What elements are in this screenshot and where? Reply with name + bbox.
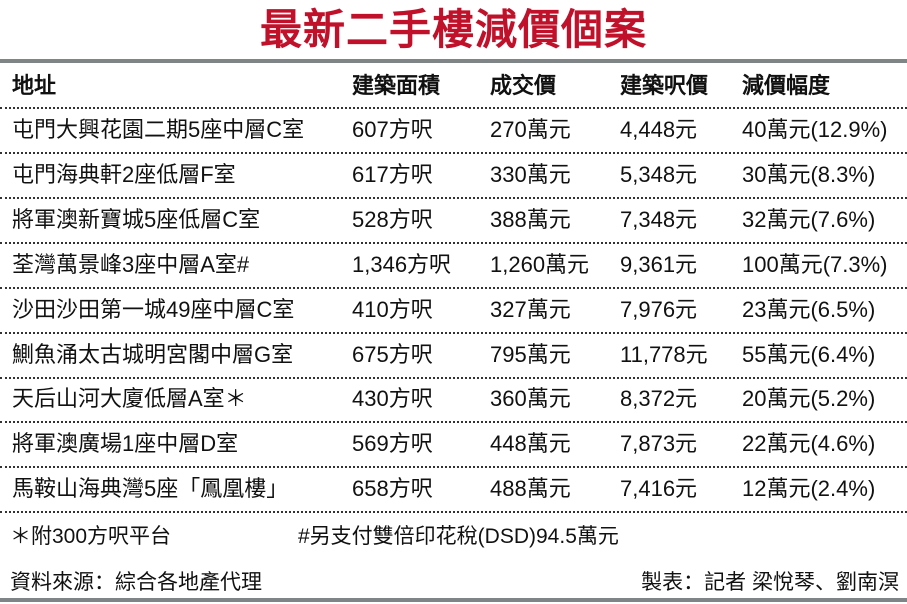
cell-price: 388萬元 [490,206,571,232]
table-row: 馬鞍山海典灣5座「鳳凰樓」 658方呎 488萬元 7,416元 12萬元(2.4%) [0,467,907,511]
cell-area: 617方呎 [352,161,433,187]
cell-price: 1,260萬元 [490,251,590,277]
cell-price: 270萬元 [490,117,571,142]
source-text: 資料來源：綜合各地產代理 [10,571,262,594]
header-cut: 減價幅度 [742,73,831,98]
cell-area: 675方呎 [352,341,433,367]
divider [0,331,907,334]
divider [0,376,907,379]
table-row: 鰂魚涌太古城明宮閣中層G室 675方呎 795萬元 11,778元 55萬元(6.4%) [0,333,907,377]
header-price: 成交價 [490,73,557,98]
cell-price: 488萬元 [490,476,571,502]
cell-address: 沙田沙田第一城49座中層C室 [12,296,295,322]
divider [0,196,907,199]
cell-price: 448萬元 [490,431,571,457]
note-hash: #另支付雙倍印花稅(DSD)94.5萬元 [298,525,619,548]
divider [0,107,907,109]
cell-cut: 30萬元(8.3%) [742,161,876,187]
divider [0,466,907,469]
cell-address: 將軍澳廣場1座中層D室 [12,431,239,457]
cell-area: 528方呎 [352,206,433,232]
cell-price: 360萬元 [490,386,571,412]
credit-text: 製表：記者 梁悅琴、劉南溟 [641,571,899,594]
table-header: 地址 建築面積 成交價 建築呎價 減價幅度 [0,64,907,108]
divider [0,152,907,154]
cell-cut: 100萬元(7.3%) [742,251,888,277]
table-row: 屯門海典軒2座低層F室 617方呎 330萬元 5,348元 30萬元(8.3%) [0,153,907,197]
table-row: 將軍澳廣場1座中層D室 569方呎 448萬元 7,873元 22萬元(4.6%) [0,422,907,466]
cell-unit-price: 9,361元 [620,251,698,277]
header-unit-price: 建築呎價 [620,73,709,98]
bottom-rule [0,598,907,602]
cell-address: 屯門海典軒2座低層F室 [12,161,236,187]
note-star: ＊附300方呎平台 [10,525,172,548]
cell-unit-price: 5,348元 [620,161,698,187]
divider [0,286,907,289]
cell-area: 430方呎 [352,386,433,412]
cell-unit-price: 7,873元 [620,431,698,457]
top-rule [0,59,907,63]
cell-cut: 12萬元(2.4%) [742,476,876,502]
cell-area: 569方呎 [352,431,433,457]
divider [0,511,907,513]
cell-address: 馬鞍山海典灣5座「鳳凰樓」 [12,476,289,502]
cell-price: 327萬元 [490,296,571,322]
table-row: 將軍澳新寶城5座低層C室 528方呎 388萬元 7,348元 32萬元(7.6%) [0,198,907,242]
cell-unit-price: 7,416元 [620,476,698,502]
table-row: 荃灣萬景峰3座中層A室# 1,346方呎 1,260萬元 9,361元 100萬元(7.… [0,243,907,287]
cell-unit-price: 7,348元 [620,206,698,232]
header-address: 地址 [12,73,57,98]
cell-cut: 32萬元(7.6%) [742,206,876,232]
divider [0,241,907,244]
cell-area: 607方呎 [352,117,433,142]
cell-address: 將軍澳新寶城5座低層C室 [12,206,261,232]
cell-address: 荃灣萬景峰3座中層A室# [12,251,250,277]
cell-price: 795萬元 [490,341,571,367]
cell-area: 1,346方呎 [352,251,452,277]
header-area: 建築面積 [352,73,441,98]
cell-price: 330萬元 [490,161,571,187]
cell-cut: 55萬元(6.4%) [742,341,876,367]
table-row: 天后山河大廈低層A室＊ 430方呎 360萬元 8,372元 20萬元(5.2%) [0,377,907,421]
cell-area: 658方呎 [352,476,433,502]
cell-cut: 22萬元(4.6%) [742,431,876,457]
table-row: 屯門大興花園二期5座中層C室 607方呎 270萬元 4,448元 40萬元(12.9%… [0,108,907,152]
cell-area: 410方呎 [352,296,433,322]
cell-unit-price: 11,778元 [620,341,708,367]
cell-address: 天后山河大廈低層A室＊ [12,386,247,412]
page-title: 最新二手樓減價個案 [259,6,647,53]
divider [0,421,907,424]
cell-address: 鰂魚涌太古城明宮閣中層G室 [12,341,294,367]
cell-cut: 20萬元(5.2%) [742,386,876,412]
cell-unit-price: 8,372元 [620,386,698,412]
cell-unit-price: 4,448元 [620,117,698,142]
cell-cut: 23萬元(6.5%) [742,296,876,322]
cell-address: 屯門大興花園二期5座中層C室 [12,117,305,142]
cell-unit-price: 7,976元 [620,296,698,322]
cell-cut: 40萬元(12.9%) [742,117,888,142]
table-row: 沙田沙田第一城49座中層C室 410方呎 327萬元 7,976元 23萬元(6.5%) [0,288,907,332]
